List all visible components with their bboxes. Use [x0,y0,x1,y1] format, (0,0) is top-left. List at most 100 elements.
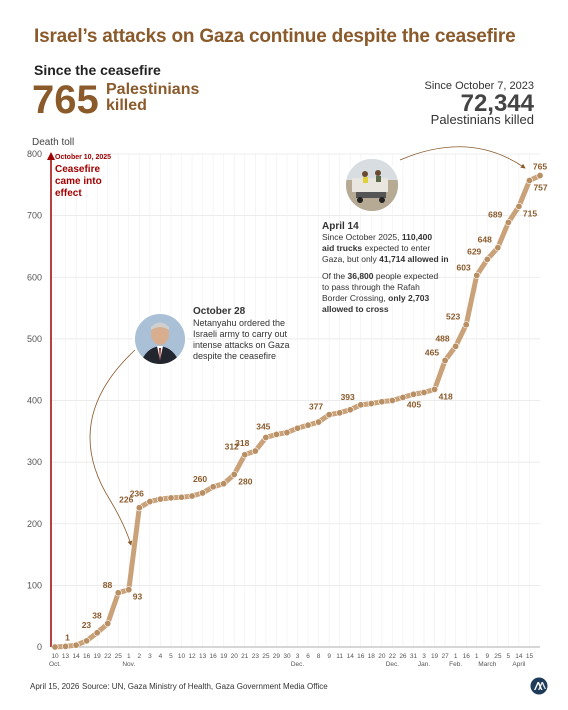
x-month-label: Oct. [49,661,61,668]
data-point [473,271,481,279]
data-point [452,342,460,350]
data-label: 523 [446,312,460,322]
annotation-apr14: April 14 Since October 2025, 110,400 aid… [322,146,526,314]
data-label: 765 [533,162,547,172]
x-month-label: Jan. [418,661,430,668]
x-tick-label: 2 [138,653,142,660]
x-tick-label: 5 [169,653,173,660]
data-label: 280 [238,476,252,486]
data-point [230,470,238,478]
data-label: 757 [533,182,547,192]
netanyahu-photo [133,312,187,366]
data-point [178,493,186,501]
x-tick-label: 13 [62,653,70,660]
x-tick-label: 16 [463,653,471,660]
data-point [336,409,344,417]
data-point [125,586,133,594]
x-tick-label: 22 [389,653,397,660]
data-point [293,424,301,432]
data-point [504,218,512,226]
agency-logo-icon [530,677,548,695]
ceasefire-text-line3: effect [55,188,82,199]
x-tick-label: 19 [220,653,228,660]
data-label: 345 [256,421,270,431]
data-point [304,421,312,429]
oct28-line2: Israeli army to carry out [193,329,288,339]
data-label: 226 [119,495,133,505]
apr14-arrow [399,146,526,169]
x-month-label: Dec. [386,661,400,668]
data-point [409,390,417,398]
data-point [283,429,291,437]
x-tick-label: 29 [273,653,281,660]
y-axis: Death toll 0 100 200 300 400 500 600 700 800 [27,137,74,652]
data-point [83,637,91,645]
data-points [51,172,544,651]
x-tick-label: 1 [454,653,458,660]
x-tick-label: 20 [231,653,239,660]
x-tick-label: 10 [178,653,186,660]
data-label: 236 [130,489,144,499]
data-point [156,495,164,503]
x-tick-label: 16 [83,653,91,660]
y-tick-label: 400 [27,396,42,406]
x-axis: 10 13 14 16 19 22 25 1 2 3 4 5 10 12 13 16 19 20 21 23 25 29 3… [49,646,540,668]
data-point [167,494,175,502]
data-point [525,176,533,184]
since-ceasefire-unit-line1: Palestinians [106,81,200,98]
y-axis-title: Death toll [32,137,74,148]
ceasefire-date: October 10, 2025 [55,154,111,161]
x-tick-label: 9 [485,653,489,660]
x-tick-label: 10 [51,653,59,660]
x-tick-label: 13 [199,653,207,660]
x-tick-label: 14 [515,653,523,660]
data-label: 603 [457,262,471,272]
data-point [367,400,375,408]
chart-title: Israel’s attacks on Gaza continue despit… [34,26,516,47]
ceasefire-marker-arrow [47,152,55,160]
data-label: 38 [92,611,102,621]
data-point [325,411,333,419]
footer-source: Source: UN, Gaza Ministry of Health, Gaz… [82,682,328,691]
x-tick-label: 3 [296,653,300,660]
data-point [241,451,249,459]
data-point [378,398,386,406]
data-label: 629 [467,246,481,256]
x-tick-label: 21 [241,653,249,660]
y-tick-label: 100 [27,580,42,590]
x-tick-label: 5 [507,653,511,660]
data-point [441,356,449,364]
oct28-title: October 28 [193,306,246,317]
data-label: 418 [439,391,453,401]
data-point [51,643,59,651]
apr14-rafah-line2: to pass through the Rafah [322,282,420,292]
data-label: 715 [523,208,537,218]
gridlines [51,153,540,648]
y-tick-label: 300 [27,457,42,467]
x-tick-label: 3 [148,653,152,660]
data-point [251,447,259,455]
data-label: 689 [488,209,502,219]
data-point [93,629,101,637]
data-label: 318 [235,438,249,448]
annotation-oct28: October 28 Netanyahu ordered the Israeli… [89,306,290,546]
x-tick-label: 26 [399,653,407,660]
data-label: 405 [407,399,421,409]
data-point [420,388,428,396]
footer-date: April 15, 2026 [30,682,80,691]
y-tick-label: 500 [27,334,42,344]
data-label: 648 [478,235,492,245]
x-month-label: April [512,661,526,668]
apr14-trucks-line2: aid trucks expected to enter [322,243,430,253]
data-point [431,385,439,393]
since-ceasefire-label: Since the ceasefire [34,62,161,78]
data-point [315,418,323,426]
data-label: 93 [133,592,143,602]
oct28-arrow [89,349,136,546]
aid-trucks-photo [344,157,400,213]
x-tick-label: 18 [368,653,376,660]
since-ceasefire-value: 765 [32,78,99,122]
x-tick-label: 16 [357,653,365,660]
x-tick-label: 22 [104,653,112,660]
